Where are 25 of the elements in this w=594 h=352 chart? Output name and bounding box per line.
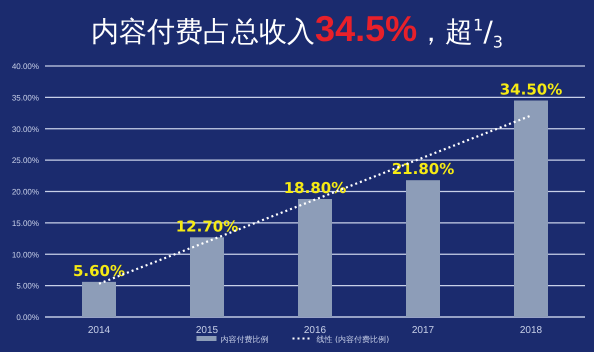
bar	[514, 100, 548, 317]
y-tick-label: 10.00%	[12, 250, 39, 260]
data-label: 5.60%	[72, 262, 126, 280]
y-tick-label: 35.00%	[12, 93, 39, 102]
x-tick-label: 2016	[304, 325, 327, 336]
y-tick-label: 20.00%	[12, 188, 39, 196]
bar	[82, 282, 116, 317]
bar	[190, 237, 224, 317]
y-tick-label: 15.00%	[12, 218, 39, 228]
bar	[298, 199, 332, 317]
x-tick-label: 2015	[196, 325, 219, 336]
y-tick-label: 25.00%	[12, 156, 39, 166]
legend-label: 内容付费比例	[220, 335, 268, 344]
data-label: 34.50%	[500, 80, 562, 99]
data-label: 21.80%	[392, 160, 454, 178]
y-tick-label: 30.00%	[12, 124, 39, 134]
y-tick-label: 5.00%	[16, 282, 39, 291]
x-tick-label: 2017	[412, 325, 435, 336]
y-tick-label: 0.00%	[16, 313, 39, 322]
legend-label: 线性 (内容付费比例)	[316, 335, 390, 344]
bar	[406, 180, 440, 317]
x-tick-label: 2018	[520, 325, 543, 336]
y-tick-label: 40.00%	[12, 62, 39, 71]
chart-title: 内容付费占总收入34.5%，超$^{1}$/$_{3}$	[90, 8, 504, 52]
x-tick-label: 2014	[88, 325, 111, 336]
